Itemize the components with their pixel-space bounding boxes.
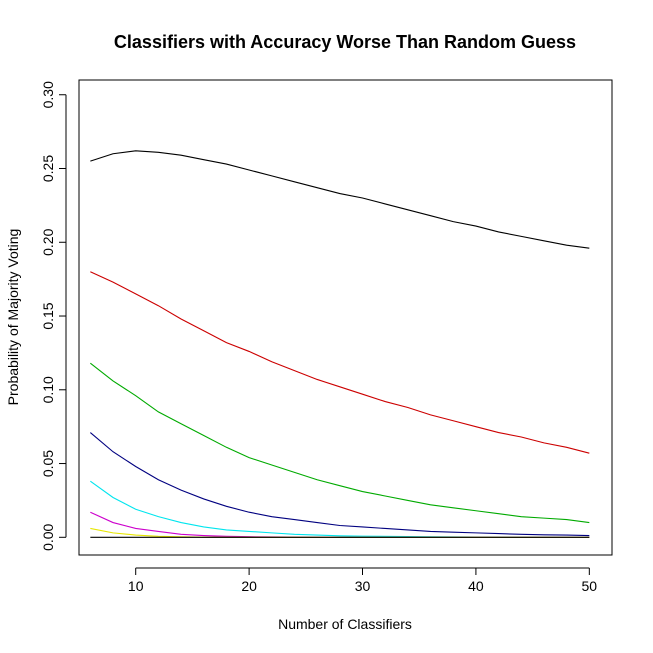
x-tick-label: 10 (128, 578, 144, 594)
y-axis-label: Probability of Majority Voting (5, 229, 21, 406)
x-tick-label: 20 (241, 578, 257, 594)
x-tick-label: 30 (355, 578, 371, 594)
x-axis: 10 20 30 40 50 (128, 567, 598, 594)
y-tick-label: 0.00 (40, 523, 56, 550)
series-line-4 (89, 432, 590, 537)
series-line-2 (90, 271, 590, 454)
series-group (89, 150, 590, 538)
x-tick-label: 40 (468, 578, 484, 594)
y-tick-label: 0.30 (40, 81, 56, 108)
x-axis-label: Number of Classifiers (278, 616, 412, 632)
series-line-3 (90, 362, 590, 524)
chart-title: Classifiers with Accuracy Worse Than Ran… (114, 32, 576, 52)
plot-area (78, 79, 613, 556)
y-axis: 0.00 0.05 0.10 0.15 0.20 0.25 0.30 (40, 81, 67, 551)
y-tick-label: 0.15 (40, 302, 56, 329)
series-line-5 (90, 480, 590, 538)
x-tick-label: 50 (582, 578, 598, 594)
y-tick-label: 0.10 (40, 376, 56, 403)
y-tick-label: 0.05 (40, 450, 56, 477)
y-tick-label: 0.20 (40, 228, 56, 255)
series-line-1 (90, 150, 590, 249)
y-tick-label: 0.25 (40, 155, 56, 182)
